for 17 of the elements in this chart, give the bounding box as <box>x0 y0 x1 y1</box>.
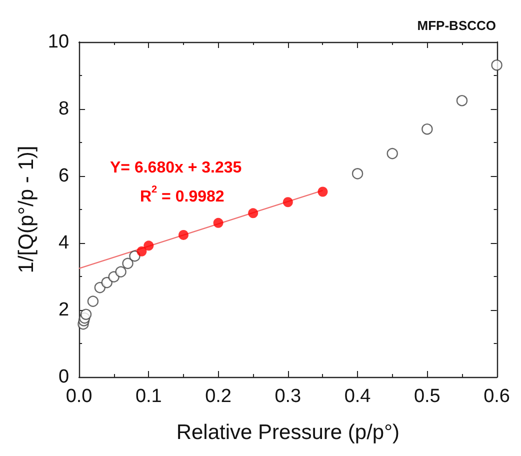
chart-title: MFP-BSCCO <box>417 18 496 33</box>
x-tick-label: 0.0 <box>66 386 92 407</box>
y-tick-label: 8 <box>58 98 70 120</box>
y-tick-label: 10 <box>48 32 70 52</box>
annotation: Y= 6.680x + 3.235 <box>110 160 242 176</box>
y-tick-label: 0 <box>58 366 70 388</box>
x-tick-label: 0.1 <box>135 386 162 407</box>
x-axis-title: Relative Pressure (p/p°) <box>176 421 400 444</box>
y-axis-title: 1/[Q(p°/p - 1)] <box>15 146 38 274</box>
x-tick-label: 0.2 <box>205 386 232 407</box>
y-tick-label: 6 <box>58 166 70 186</box>
x-tick-label: 0.3 <box>274 386 302 407</box>
y-tick-label: 2 <box>58 300 70 320</box>
y-tick-label: 4 <box>58 232 70 254</box>
x-tick-label: 0.6 <box>484 386 510 407</box>
x-tick-label: 0.5 <box>414 386 440 407</box>
x-tick-label: 0.4 <box>344 386 372 407</box>
